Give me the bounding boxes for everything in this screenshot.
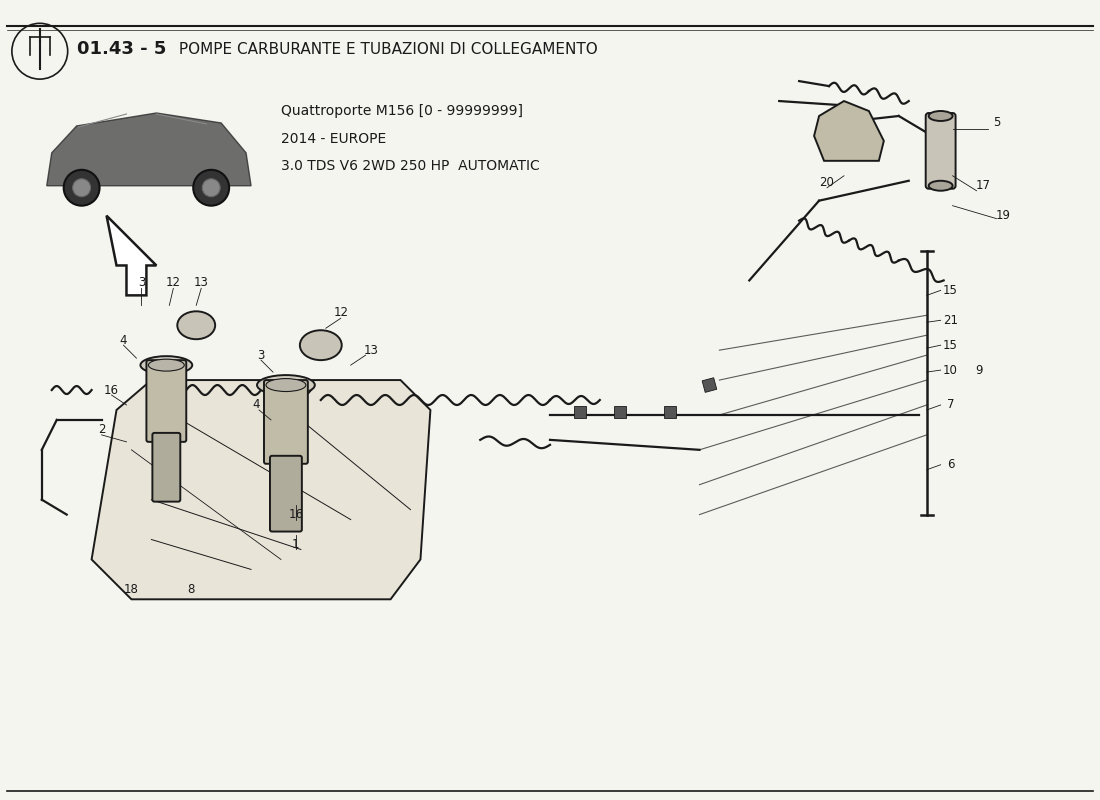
FancyBboxPatch shape [926, 113, 956, 189]
Text: 21: 21 [943, 314, 958, 326]
Text: 15: 15 [943, 284, 958, 297]
Text: 01.43 - 5: 01.43 - 5 [77, 40, 166, 58]
Ellipse shape [257, 375, 315, 395]
Text: 3.0 TDS V6 2WD 250 HP  AUTOMATIC: 3.0 TDS V6 2WD 250 HP AUTOMATIC [280, 159, 540, 173]
Text: 12: 12 [166, 276, 180, 289]
Text: 5: 5 [993, 117, 1000, 130]
Bar [574, 406, 586, 418]
Text: 9: 9 [975, 364, 982, 377]
Polygon shape [814, 101, 883, 161]
Text: 7: 7 [947, 398, 955, 411]
Ellipse shape [928, 111, 953, 121]
Text: 2: 2 [98, 423, 106, 436]
Text: 15: 15 [943, 338, 958, 352]
Text: 12: 12 [333, 306, 349, 319]
Text: 19: 19 [996, 209, 1011, 222]
Polygon shape [91, 380, 430, 599]
Text: 4: 4 [252, 398, 260, 411]
Bar [614, 406, 626, 418]
FancyBboxPatch shape [153, 433, 180, 502]
Ellipse shape [300, 330, 342, 360]
Text: 1: 1 [293, 538, 299, 551]
Circle shape [202, 178, 220, 197]
Polygon shape [47, 113, 251, 186]
Ellipse shape [928, 181, 953, 190]
Circle shape [73, 178, 90, 197]
Ellipse shape [148, 359, 185, 371]
Text: 16: 16 [104, 383, 119, 397]
Text: 18: 18 [124, 583, 139, 596]
Text: 3: 3 [138, 276, 145, 289]
FancyBboxPatch shape [270, 456, 301, 531]
Text: 10: 10 [943, 364, 958, 377]
FancyBboxPatch shape [146, 360, 186, 442]
Text: Quattroporte M156 [0 - 99999999]: Quattroporte M156 [0 - 99999999] [280, 104, 522, 118]
Polygon shape [107, 216, 156, 295]
Text: 13: 13 [363, 344, 378, 357]
Circle shape [64, 170, 100, 206]
Ellipse shape [266, 378, 306, 391]
Text: 3: 3 [257, 349, 265, 362]
Bar [702, 378, 717, 392]
Text: 4: 4 [120, 334, 128, 346]
Text: 20: 20 [820, 176, 835, 190]
Text: 16: 16 [288, 508, 304, 521]
Text: 8: 8 [188, 583, 195, 596]
FancyBboxPatch shape [264, 380, 308, 464]
Text: 13: 13 [194, 276, 209, 289]
Bar [663, 406, 675, 418]
Text: POMPE CARBURANTE E TUBAZIONI DI COLLEGAMENTO: POMPE CARBURANTE E TUBAZIONI DI COLLEGAM… [174, 42, 598, 57]
Text: 2014 - EUROPE: 2014 - EUROPE [280, 132, 386, 146]
Text: 17: 17 [976, 179, 991, 192]
Ellipse shape [141, 356, 192, 374]
Text: 6: 6 [947, 458, 955, 471]
Ellipse shape [177, 311, 216, 339]
Circle shape [194, 170, 229, 206]
